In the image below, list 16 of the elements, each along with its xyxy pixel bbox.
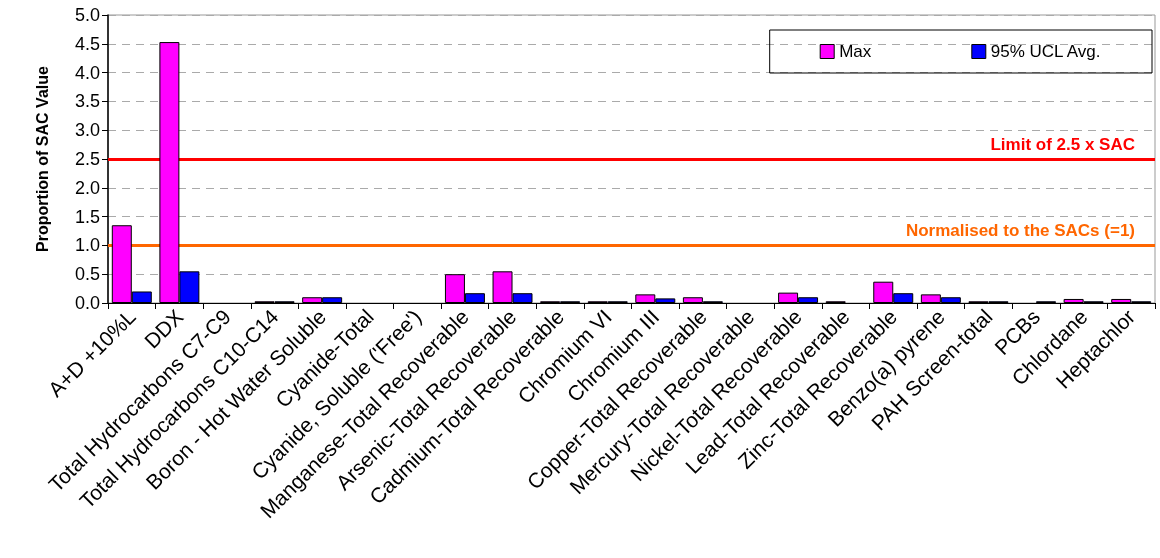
y-tick-label: 0.0 — [74, 293, 100, 313]
y-tick-label: 2.5 — [74, 149, 100, 169]
y-tick-label: 3.5 — [74, 91, 100, 112]
legend-label: Max — [839, 42, 872, 61]
y-axis-title: Proportion of SAC Value — [33, 66, 51, 252]
ref-line-label: Normalised to the SACs (=1) — [905, 221, 1135, 241]
y-tick-label: 4.5 — [74, 33, 100, 54]
ref-line-label: Limit of 2.5 x SAC — [990, 135, 1135, 154]
y-tick-label: 3.0 — [74, 120, 100, 141]
y-tick-label: 0.5 — [74, 264, 100, 285]
y-tick-label: 5.0 — [74, 5, 100, 25]
y-tick-label: 1.5 — [74, 206, 100, 227]
y-tick-label: 2.0 — [74, 177, 100, 198]
y-tick-label: 4.0 — [74, 62, 100, 83]
y-tick-label: 1.0 — [74, 235, 100, 256]
legend-label: 95% UCL Avg. — [990, 42, 1101, 61]
